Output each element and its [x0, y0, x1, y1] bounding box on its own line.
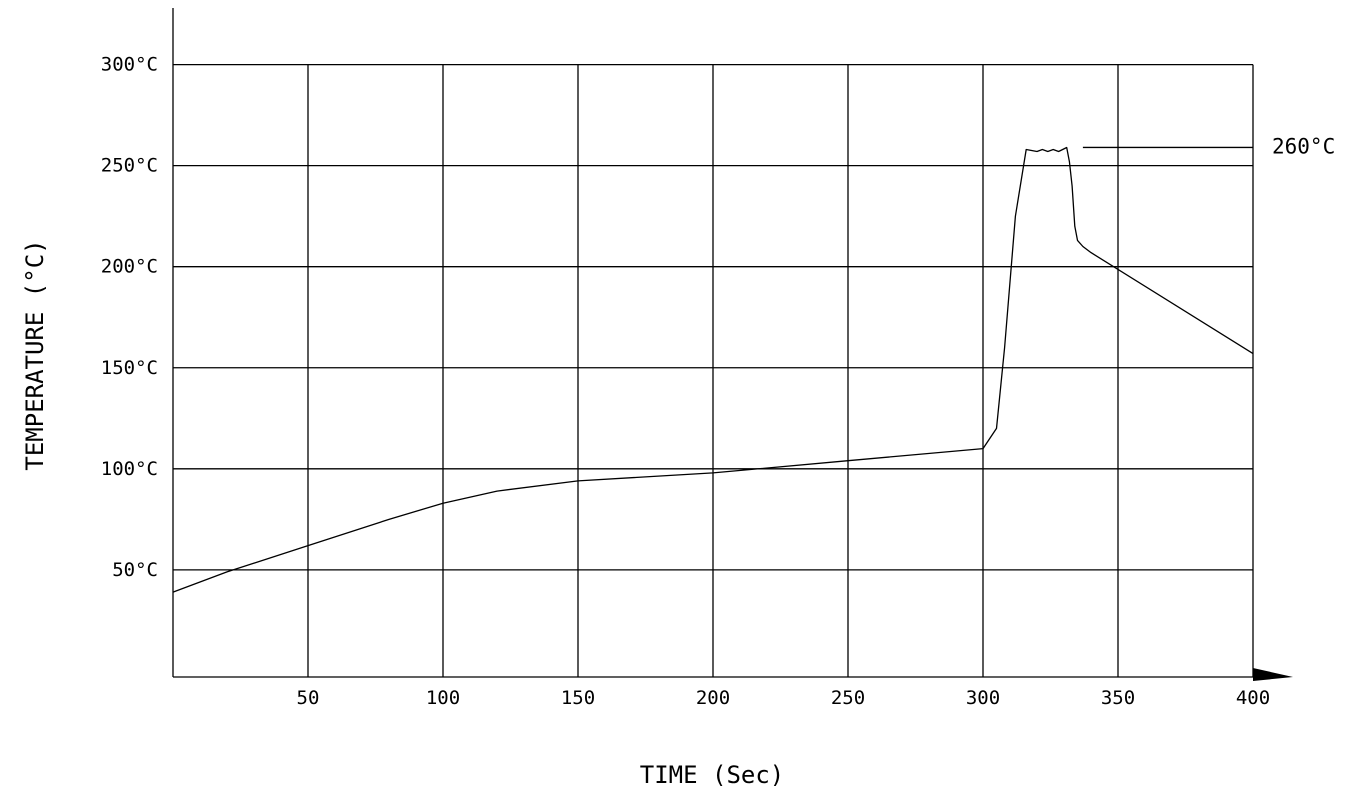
temperature-curve	[172, 146, 1254, 593]
x-tick-label: 150	[561, 687, 595, 709]
x-tick-label: 50	[297, 687, 320, 709]
y-tick-label: 300°C	[101, 54, 158, 76]
x-tick-label: 100	[426, 687, 460, 709]
x-tick-label: 400	[1236, 687, 1270, 709]
annotations: 260°C	[1082, 134, 1335, 158]
y-axis-title: TEMPERATURE (°C)	[21, 239, 49, 470]
x-axis-arrowhead	[1253, 668, 1293, 681]
peak-temperature-label: 260°C	[1272, 134, 1335, 158]
x-tick-label: 300	[966, 687, 1000, 709]
y-tick-label: 100°C	[101, 458, 158, 480]
x-tick-label: 250	[831, 687, 865, 709]
gridlines	[173, 63, 1254, 677]
y-tick-label: 250°C	[101, 155, 158, 177]
x-tick-label: 200	[696, 687, 730, 709]
x-axis-title: TIME (Sec)	[640, 761, 785, 789]
tick-labels: 50°C 100°C 150°C 200°C 250°C 300°C 50 100 150 200…	[101, 54, 1270, 709]
series	[172, 146, 1254, 593]
x-tick-label: 350	[1101, 687, 1135, 709]
y-tick-label: 50°C	[112, 559, 158, 581]
axes	[172, 8, 1293, 681]
y-tick-label: 200°C	[101, 256, 158, 278]
y-tick-label: 150°C	[101, 357, 158, 379]
